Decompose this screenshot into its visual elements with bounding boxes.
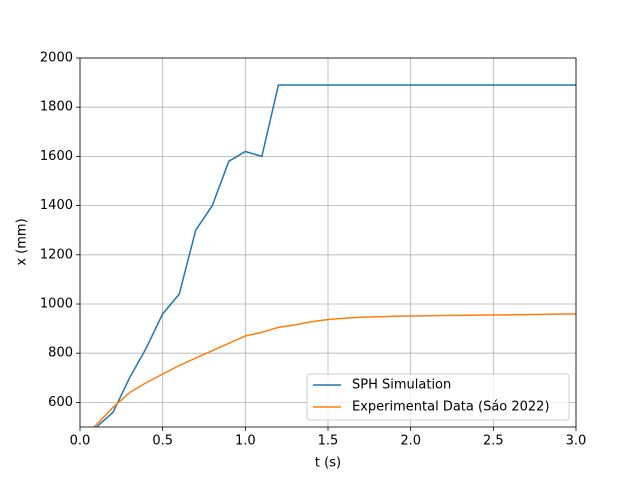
x-tick-label: 3.0 xyxy=(566,434,587,449)
y-tick-label: 1200 xyxy=(40,247,73,262)
y-tick-label: 1600 xyxy=(40,149,73,164)
x-tick-label: 0.5 xyxy=(152,434,173,449)
legend-label: Experimental Data (Sáo 2022) xyxy=(352,400,550,415)
y-tick-label: 1800 xyxy=(40,100,73,115)
y-tick-label: 2000 xyxy=(40,51,73,66)
x-tick-label: 2.0 xyxy=(400,434,421,449)
x-tick-label: 0.0 xyxy=(70,434,91,449)
y-tick-label: 800 xyxy=(48,346,73,361)
plot-frame xyxy=(79,57,577,428)
x-tick-label: 1.0 xyxy=(235,434,256,449)
y-tick-label: 1000 xyxy=(40,297,73,312)
x-axis-label: t (s) xyxy=(315,456,341,471)
data-line xyxy=(92,313,576,427)
x-tick-label: 2.5 xyxy=(483,434,504,449)
data-line xyxy=(96,84,576,427)
legend-label: SPH Simulation xyxy=(352,378,451,393)
legend: SPH Simulation Experimental Data (Sáo 202… xyxy=(306,373,570,421)
legend-box xyxy=(306,373,570,421)
y-tick-label: 1400 xyxy=(40,198,73,213)
y-tick-label: 600 xyxy=(48,395,73,410)
y-axis-label: x (mm) xyxy=(15,218,30,265)
x-tick-label: 1.5 xyxy=(318,434,339,449)
